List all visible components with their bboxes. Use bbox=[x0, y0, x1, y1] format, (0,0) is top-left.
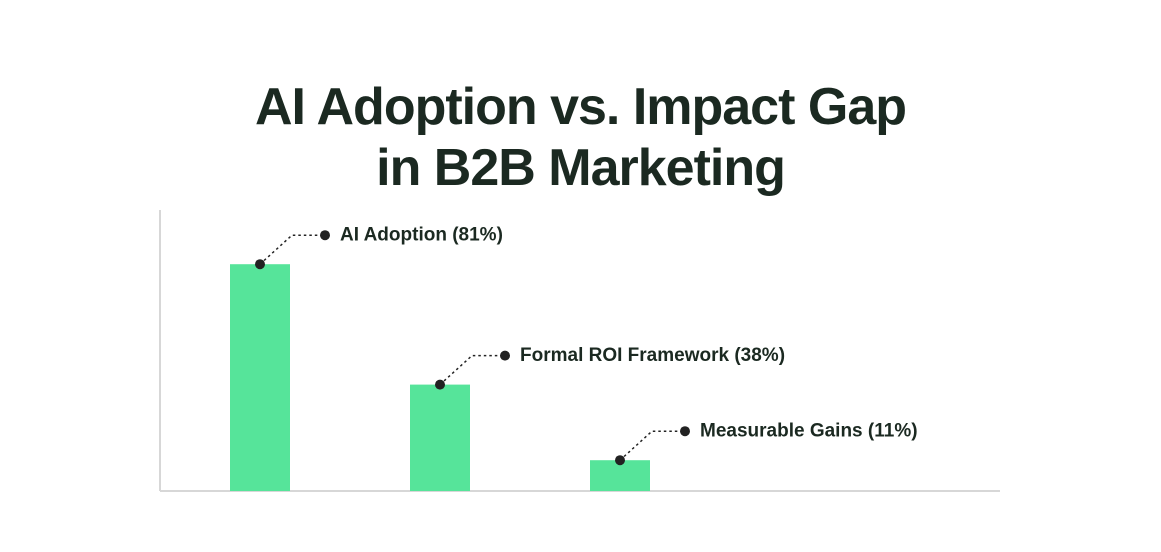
bar-label-formal-roi-framework: Formal ROI Framework (38%) bbox=[520, 345, 785, 366]
leader-line-measurable-gains bbox=[619, 430, 685, 461]
bar-dot-formal-roi-framework bbox=[435, 379, 445, 390]
bar-measurable-gains bbox=[590, 460, 650, 491]
label-dot-ai-adoption bbox=[320, 230, 330, 241]
bar-formal-roi-framework bbox=[410, 384, 470, 491]
chart-title-line-2: in B2B Marketing bbox=[376, 138, 786, 197]
leader-line-formal-roi-framework bbox=[439, 354, 505, 386]
bar-label-ai-adoption: AI Adoption (81%) bbox=[340, 225, 503, 246]
bar-label-measurable-gains: Measurable Gains (11%) bbox=[700, 421, 918, 442]
label-dot-formal-roi-framework bbox=[500, 350, 510, 361]
bar-dot-ai-adoption bbox=[255, 259, 265, 270]
bar-ai-adoption bbox=[230, 264, 290, 491]
label-dot-measurable-gains bbox=[680, 426, 690, 437]
chart-title-line-1: AI Adoption vs. Impact Gap bbox=[254, 77, 907, 136]
bar-dot-measurable-gains bbox=[615, 455, 625, 466]
leader-line-ai-adoption bbox=[259, 234, 325, 265]
chart-title: AI Adoption vs. Impact Gap in B2B Market… bbox=[0, 77, 1161, 199]
